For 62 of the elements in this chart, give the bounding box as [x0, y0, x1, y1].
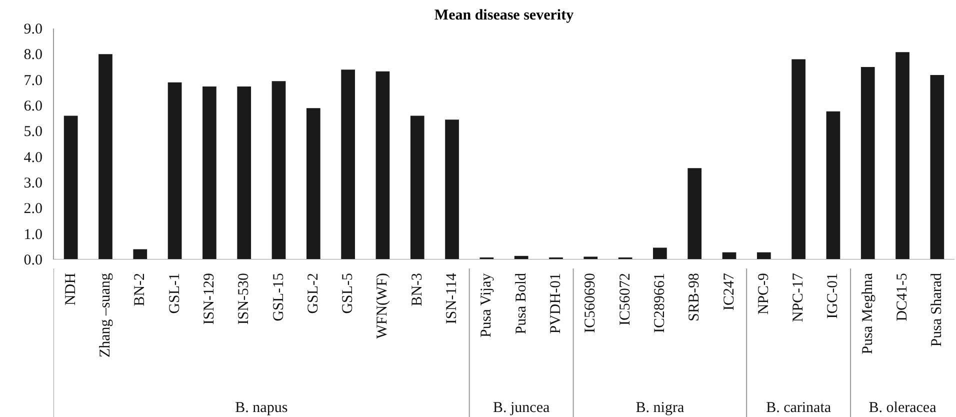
text: B. oleracea [868, 400, 937, 416]
x-tick-label: IGC-01 [825, 272, 842, 319]
x-tick-label: IC247 [721, 272, 738, 310]
x-tick-label: Zhang –suang [97, 272, 114, 358]
x-tick-label: ISN-129 [201, 272, 218, 325]
text: B. juncea [493, 400, 550, 416]
bar [133, 249, 148, 260]
bar [792, 59, 806, 260]
chart-title: Mean disease severity [434, 8, 574, 24]
x-tick-label: SRB-98 [686, 272, 703, 322]
x-tick-label: Pusa Meghna [860, 272, 876, 354]
x-tick-label: NDH [62, 272, 79, 306]
bar [896, 52, 910, 260]
bar [306, 108, 320, 260]
bar [756, 252, 771, 260]
y-tick-label: 2.0 [24, 201, 42, 218]
bar [237, 86, 252, 260]
x-tick-label: Pusa Vijay [478, 272, 495, 338]
x-tick-label: IC289661 [652, 272, 668, 333]
x-tick-label: WFN(WF) [374, 272, 391, 339]
x-tick-label: PVDH-01 [548, 272, 564, 334]
bar [272, 81, 286, 260]
y-tick-label: 0.0 [24, 252, 42, 268]
y-tick-label: 6.0 [24, 98, 42, 114]
x-tick-label: Pusa Bold [513, 272, 530, 334]
x-tick-label: ISN-114 [444, 272, 460, 324]
bar [688, 168, 702, 260]
y-tick-label: 5.0 [24, 124, 42, 140]
text: B. napus [235, 400, 288, 416]
bar [98, 54, 112, 260]
x-tick-label: Pusa Sharad [929, 272, 946, 347]
x-tick-label: GSL-2 [305, 272, 322, 314]
bar [826, 111, 840, 260]
x-tick-label: NPC-17 [790, 272, 807, 322]
x-tick-label: DC41-5 [894, 272, 911, 322]
bar [653, 248, 667, 260]
x-tick-label: GSL-1 [166, 272, 183, 314]
bar [64, 116, 78, 260]
x-tick-label: GSL-5 [340, 272, 356, 314]
x-tick-label: BN-2 [132, 272, 148, 306]
x-tick-label: NPC-9 [756, 272, 772, 315]
bar [202, 86, 216, 260]
y-tick-label: 3.0 [24, 176, 42, 192]
y-tick-label: 1.0 [24, 226, 42, 243]
bar [376, 71, 390, 260]
x-tick-label: BN-3 [409, 272, 426, 306]
y-tick-label: 8.0 [24, 47, 42, 64]
bar [168, 82, 182, 260]
bar [860, 67, 875, 260]
bar [445, 120, 459, 260]
text: B. carinata [766, 400, 832, 416]
y-tick-label: 9.0 [24, 22, 42, 38]
x-tick-label: GSL-15 [270, 272, 287, 322]
bar [930, 74, 944, 260]
x-tick-label: IC560690 [582, 272, 599, 333]
y-tick-label: 7.0 [24, 72, 42, 89]
bar [410, 116, 424, 260]
text: B. nigra [636, 400, 684, 416]
x-tick-label: ISN-530 [236, 272, 252, 325]
x-tick-label: IC56072 [617, 272, 634, 326]
bar [341, 70, 355, 260]
y-tick-label: 4.0 [24, 150, 42, 166]
